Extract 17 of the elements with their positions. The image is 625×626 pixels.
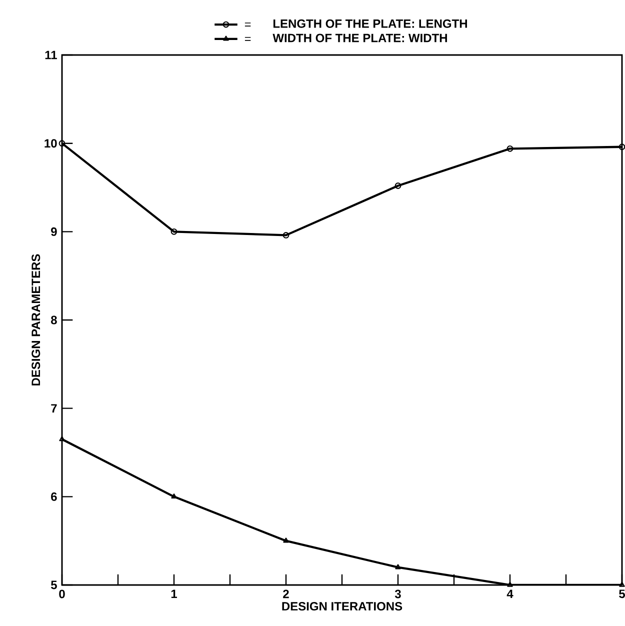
- x-tick-label: 5: [619, 590, 625, 598]
- x-tick-label: 3: [394, 590, 401, 598]
- x-axis-title: DESIGN ITERATIONS: [282, 602, 402, 611]
- y-tick-label: 10: [44, 139, 57, 148]
- y-tick-label: 9: [51, 227, 57, 236]
- x-tick-label: 0: [59, 590, 65, 598]
- legend-label: WIDTH OF THE PLATE: WIDTH: [272, 34, 447, 42]
- y-tick-label: 5: [50, 580, 57, 590]
- y-axis-title: DESIGN PARAMETERS: [32, 254, 40, 386]
- legend-label: LENGTH OF THE PLATE: LENGTH: [273, 19, 467, 28]
- x-tick-label: 2: [283, 590, 289, 598]
- y-tick-label: 6: [51, 492, 57, 501]
- y-tick-label: 8: [50, 316, 57, 324]
- x-tick-label: 4: [506, 590, 514, 598]
- y-tick-label: 11: [45, 50, 57, 60]
- y-tick-label: 7: [51, 404, 57, 412]
- x-tick-label: 1: [171, 590, 177, 598]
